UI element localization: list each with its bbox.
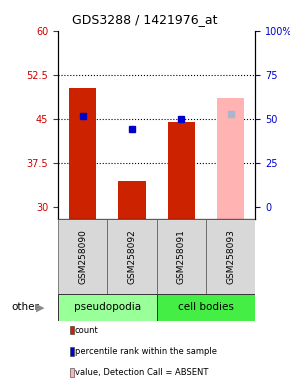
Bar [118,180,146,219]
Text: GSM258093: GSM258093 [226,229,235,284]
Text: cell bodies: cell bodies [178,302,234,312]
Text: percentile rank within the sample: percentile rank within the sample [75,347,217,356]
Bar [69,88,96,219]
Bar [107,219,157,294]
Bar [58,219,107,294]
Text: count: count [75,326,98,335]
Bar [58,294,157,321]
Text: value, Detection Call = ABSENT: value, Detection Call = ABSENT [75,368,208,377]
Text: GSM258091: GSM258091 [177,229,186,284]
Text: GSM258090: GSM258090 [78,229,87,284]
Text: ▶: ▶ [36,302,45,312]
Text: pseudopodia: pseudopodia [74,302,141,312]
Bar [206,219,255,294]
Text: GDS3288 / 1421976_at: GDS3288 / 1421976_at [72,13,218,26]
Text: other: other [12,302,39,312]
Bar [217,98,244,219]
Bar [157,294,255,321]
Bar [157,219,206,294]
Bar [168,122,195,219]
Text: GSM258092: GSM258092 [127,229,137,284]
